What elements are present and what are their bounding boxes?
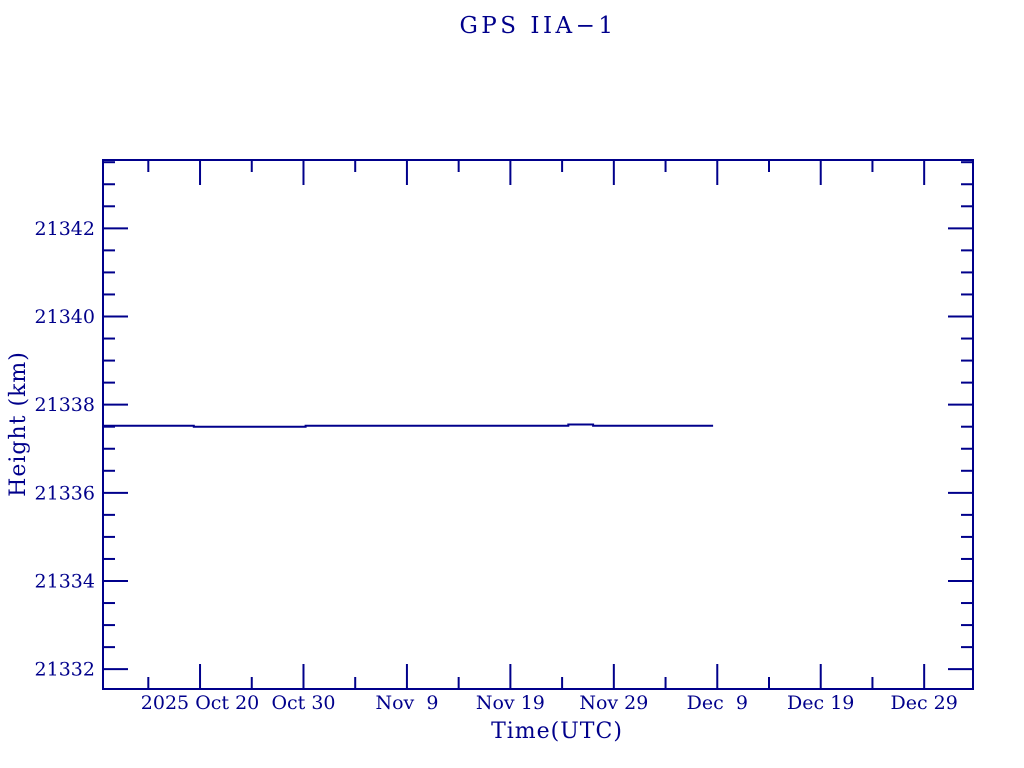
chart-title: GPS IIA−1 [459,13,617,39]
y-tick-label: 21340 [35,306,95,328]
x-tick-label: Nov 19 [476,692,545,714]
y-tick-label: 21342 [35,218,95,240]
x-tick-label: Oct 30 [271,692,335,714]
x-tick-label: 2025 Oct 20 [141,692,259,714]
x-tick-label: Dec 19 [787,692,854,714]
y-tick-label: 21334 [35,570,95,592]
x-tick-label: Nov 29 [579,692,648,714]
y-tick-label: 21336 [35,482,95,504]
x-tick-label: Dec 9 [687,692,748,714]
x-tick-label: Dec 29 [891,692,958,714]
y-axis-title: Height (km) [6,351,31,497]
height-series-line [103,423,714,428]
y-tick-label: 21332 [35,659,95,681]
x-tick-label: Nov 9 [375,692,438,714]
plot-frame [102,159,974,690]
x-axis-title: Time(UTC) [491,719,623,744]
y-tick-label: 21338 [35,394,95,416]
